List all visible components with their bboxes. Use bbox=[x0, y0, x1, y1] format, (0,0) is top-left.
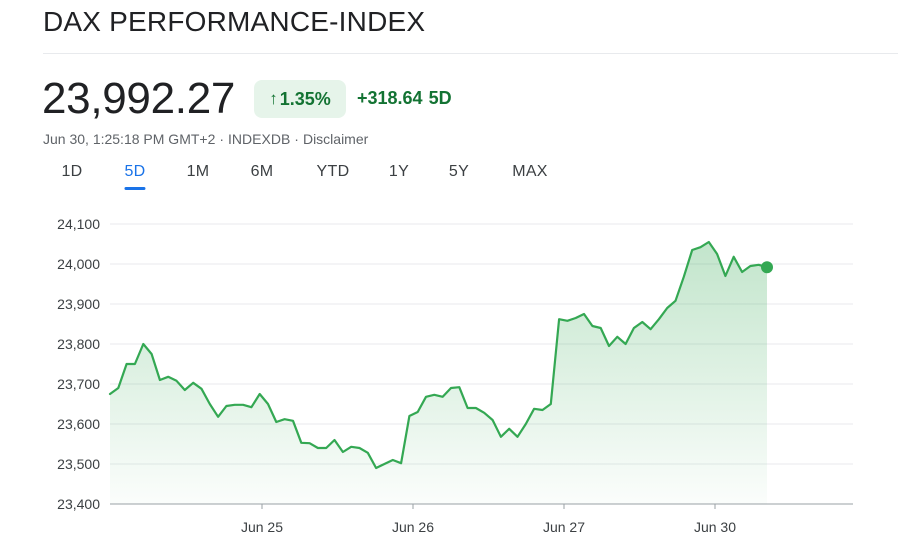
range-tabs: 1D 5D 1M 6M YTD 1Y 5Y MAX bbox=[0, 163, 898, 193]
x-tick-label: Jun 27 bbox=[543, 519, 585, 535]
change-percent-badge: ↑ 1.35% bbox=[254, 80, 346, 118]
y-tick-label: 23,600 bbox=[57, 416, 100, 432]
tab-max[interactable]: MAX bbox=[512, 163, 548, 180]
y-tick-label: 24,000 bbox=[57, 256, 100, 272]
change-absolute-value: +318.64 bbox=[357, 88, 423, 108]
current-price: 23,992.27 bbox=[42, 74, 236, 123]
change-period: 5D bbox=[428, 88, 452, 108]
meta-separator: · bbox=[294, 131, 299, 147]
tab-5y[interactable]: 5Y bbox=[448, 163, 470, 180]
current-price-dot bbox=[761, 261, 773, 274]
price-area bbox=[110, 242, 767, 504]
disclaimer-link[interactable]: Disclaimer bbox=[302, 131, 369, 147]
arrow-up-icon: ↑ bbox=[269, 89, 278, 108]
change-absolute: +318.64 5D bbox=[357, 88, 452, 109]
x-tick-label: Jun 25 bbox=[241, 519, 283, 535]
header-divider bbox=[43, 53, 898, 54]
x-tick-label: Jun 30 bbox=[694, 519, 736, 535]
tab-1y[interactable]: 1Y bbox=[388, 163, 410, 180]
y-tick-label: 23,400 bbox=[57, 496, 100, 512]
meta-separator: · bbox=[219, 131, 225, 147]
tab-6m[interactable]: 6M bbox=[250, 163, 274, 180]
y-tick-label: 24,100 bbox=[57, 216, 100, 232]
tab-ytd[interactable]: YTD bbox=[316, 163, 350, 180]
y-tick-label: 23,800 bbox=[57, 336, 100, 352]
timestamp: Jun 30, 1:25:18 PM GMT+2 bbox=[43, 131, 216, 147]
y-tick-label: 23,500 bbox=[57, 456, 100, 472]
x-axis: Jun 25 Jun 26 Jun 27 Jun 30 bbox=[110, 503, 853, 535]
change-percent: 1.35% bbox=[279, 88, 331, 109]
tab-1m[interactable]: 1M bbox=[186, 163, 210, 180]
price-line bbox=[108, 240, 769, 470]
page-title: DAX PERFORMANCE-INDEX bbox=[43, 6, 426, 37]
y-tick-label: 23,900 bbox=[57, 296, 100, 312]
tab-5d[interactable]: 5D bbox=[124, 163, 146, 190]
quote-meta: Jun 30, 1:25:18 PM GMT+2 · INDEXDB · Disclai… bbox=[43, 131, 368, 147]
x-tick-label: Jun 26 bbox=[392, 519, 434, 535]
tab-1d[interactable]: 1D bbox=[61, 163, 83, 180]
data-source: INDEXDB bbox=[228, 131, 291, 147]
y-tick-label: 23,700 bbox=[57, 376, 100, 392]
y-axis: 24,100 24,000 23,900 23,800 23,700 23,600 23,5… bbox=[57, 216, 100, 512]
